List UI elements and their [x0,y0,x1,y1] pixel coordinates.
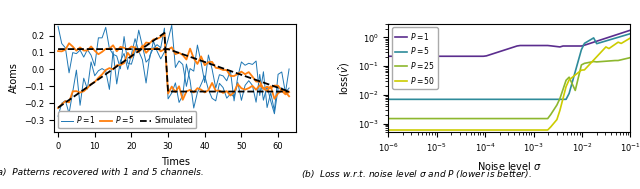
$P=1$ [627,29,634,31]
$P=5$ [172,53,179,55]
$P=5$ [153,47,161,49]
$P=5$ [285,95,293,97]
Text: (b)  Loss w.r.t. noise level $\sigma$ and $P$ (lower is better).: (b) Loss w.r.t. noise level $\sigma$ and… [301,168,531,180]
$P=25$ [532,117,540,120]
$P=1$ [54,25,62,27]
Simulated [201,61,209,63]
$P=5$ [385,98,392,101]
$P=5$ [532,98,540,101]
Legend: $P=1$, $P=5$, $P=25$, $P=50$: $P=1$, $P=5$, $P=25$, $P=50$ [392,27,438,89]
$P=5$ [205,61,212,63]
$P=5$ [87,45,95,48]
$P=5$ [627,33,634,35]
$P=1$ [205,54,212,56]
$P=5$ [492,98,499,101]
$P=25$ [550,109,557,111]
$P=5$ [529,98,536,101]
$P=25$ [541,117,548,120]
Simulated [54,48,62,50]
$P=50$ [599,49,607,51]
$P=1$ [599,38,607,40]
Simulated [150,48,157,50]
Legend: $P=1$, $P=5$, Simulated: $P=1$, $P=5$, Simulated [58,111,196,129]
$P=50$ [627,37,634,39]
$P=25$ [627,57,634,59]
$P=50$ [492,129,499,131]
$P=5$ [541,98,548,101]
$P=50$ [529,129,536,131]
Line: $P=1$: $P=1$ [58,25,289,111]
$P=1$ [271,110,278,112]
$P=1$ [285,68,293,70]
$P=1$ [529,44,536,47]
$P=25$ [599,60,607,63]
Line: $P=5$: $P=5$ [388,34,630,99]
$P=5$ [599,41,607,43]
Line: $P=50$: $P=50$ [388,38,630,130]
Y-axis label: Atoms: Atoms [9,63,19,93]
$P=5$ [65,42,73,44]
$P=1$ [532,44,540,47]
$P=5$ [550,98,557,101]
$P=1$ [150,40,157,42]
Simulated [205,62,212,64]
$P=1$ [541,44,548,47]
$P=50$ [541,129,548,131]
$P=25$ [492,117,499,120]
$P=5$ [54,50,62,52]
$P=25$ [529,117,536,120]
Simulated [84,48,92,50]
$P=1$ [385,55,392,57]
X-axis label: Noise level $\sigma$: Noise level $\sigma$ [477,160,542,172]
$P=1$ [186,67,194,70]
Line: $P=5$: $P=5$ [58,43,289,96]
Line: $P=1$: $P=1$ [388,30,630,56]
$P=1$ [550,45,557,47]
$P=5$ [208,61,216,63]
Simulated [168,49,175,52]
Simulated [182,54,190,57]
Simulated [285,90,293,93]
$P=1$ [168,24,175,26]
$P=50$ [532,129,540,131]
$P=50$ [550,122,557,124]
Text: (a)  Patterns recovered with 1 and 5 channels.: (a) Patterns recovered with 1 and 5 chan… [0,168,204,177]
$P=50$ [385,129,392,131]
X-axis label: Times: Times [161,156,190,167]
$P=1$ [208,68,216,70]
Line: Simulated: Simulated [58,49,289,91]
$P=25$ [385,117,392,120]
$P=1$ [492,52,499,54]
$P=5$ [186,47,194,50]
$P=1$ [172,66,179,69]
Line: $P=25$: $P=25$ [388,58,630,119]
Y-axis label: loss($\hat{v}$): loss($\hat{v}$) [337,61,352,95]
$P=1$ [84,49,92,51]
